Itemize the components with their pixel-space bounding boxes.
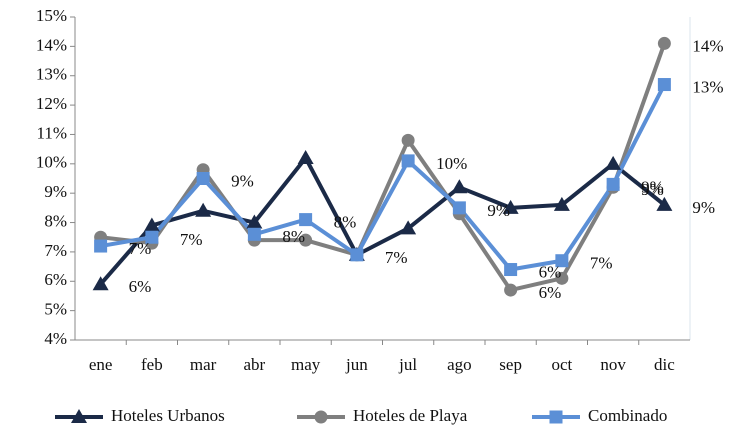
data-label: 9%	[231, 171, 254, 190]
x-tick-label: ago	[447, 355, 472, 374]
legend-label: Combinado	[588, 406, 667, 425]
data-point	[297, 149, 314, 164]
data-label: 8%	[282, 227, 305, 246]
data-point	[504, 263, 518, 277]
y-tick-label: 14%	[36, 35, 67, 54]
y-tick-label: 9%	[44, 182, 67, 201]
data-point	[299, 213, 313, 227]
y-tick-label: 8%	[44, 211, 67, 230]
data-label: 9%	[641, 177, 664, 196]
data-point	[606, 177, 620, 191]
data-label: 6%	[539, 283, 562, 302]
data-point	[196, 172, 210, 185]
data-point	[656, 196, 673, 211]
series-line	[100, 83, 667, 272]
y-tick-label: 5%	[44, 300, 67, 319]
y-tick-label: 15%	[36, 6, 67, 25]
data-point	[451, 179, 468, 194]
data-point	[555, 271, 569, 285]
legend-marker	[549, 410, 563, 424]
data-point	[555, 254, 569, 268]
data-label: 9%	[487, 201, 510, 220]
data-point	[92, 276, 109, 291]
data-point	[94, 239, 108, 253]
data-point	[401, 133, 415, 147]
data-label: 10%	[436, 154, 467, 173]
data-point	[247, 227, 261, 241]
x-tick-label: nov	[600, 355, 626, 374]
series-line	[99, 155, 666, 286]
data-label: 8%	[334, 213, 357, 232]
data-point	[657, 78, 671, 92]
data-point	[246, 214, 263, 229]
x-tick-label: ene	[89, 355, 113, 374]
y-tick-label: 6%	[44, 270, 67, 289]
legend-label: Hoteles Urbanos	[111, 406, 225, 425]
data-point	[504, 283, 518, 297]
data-point	[143, 217, 160, 232]
data-label: 7%	[385, 248, 408, 267]
x-tick-label: may	[291, 355, 321, 374]
x-tick-label: jun	[345, 355, 368, 374]
y-tick-label: 10%	[36, 153, 67, 172]
x-tick-label: abr	[244, 355, 266, 374]
data-label: 14%	[692, 36, 723, 55]
x-tick-label: feb	[141, 355, 163, 374]
data-label: 7%	[180, 230, 203, 249]
data-label: 7%	[590, 254, 613, 273]
data-point	[400, 220, 417, 235]
data-point	[553, 196, 570, 211]
data-point	[299, 233, 313, 247]
data-label: 9%	[692, 198, 715, 217]
x-tick-label: oct	[551, 355, 572, 374]
series-line	[100, 42, 667, 293]
legend-label: Hoteles de Playa	[353, 406, 468, 425]
data-point	[605, 155, 622, 170]
x-tick-label: mar	[190, 355, 217, 374]
x-tick-label: dic	[654, 355, 675, 374]
data-label: 6%	[539, 262, 562, 281]
data-point	[657, 36, 671, 50]
y-tick-label: 4%	[44, 329, 67, 348]
y-tick-label: 7%	[44, 241, 67, 260]
data-point	[350, 248, 364, 262]
data-label: 9%	[641, 180, 664, 199]
y-tick-label: 13%	[36, 65, 67, 84]
legend-marker	[71, 409, 87, 423]
data-label: 6%	[129, 277, 152, 296]
y-tick-label: 12%	[36, 94, 67, 113]
data-point	[452, 201, 466, 215]
data-label: 7%	[129, 239, 152, 258]
legend-marker	[314, 410, 328, 424]
data-point	[401, 154, 415, 168]
x-tick-label: jul	[398, 355, 417, 374]
data-point	[145, 230, 159, 244]
data-point	[502, 199, 519, 214]
data-point	[195, 202, 212, 217]
y-tick-label: 11%	[36, 123, 67, 142]
data-label: 13%	[692, 77, 723, 96]
x-tick-label: sep	[499, 355, 522, 374]
